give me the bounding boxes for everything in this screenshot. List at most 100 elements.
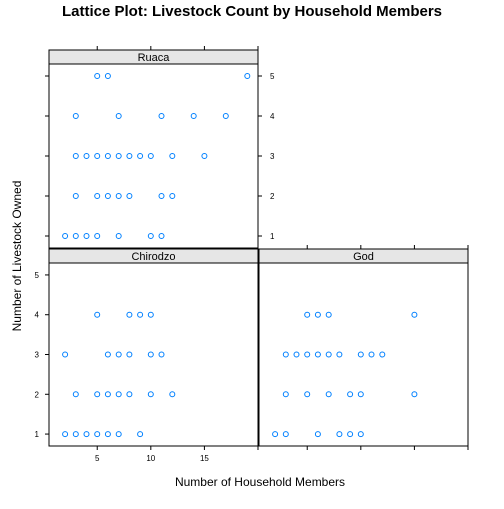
data-point <box>115 113 122 119</box>
data-point <box>336 351 343 358</box>
strip-label-ruaca: Ruaca <box>138 52 171 64</box>
data-point <box>62 351 69 358</box>
x-tick-label: 5 <box>95 454 100 463</box>
data-point <box>137 431 144 438</box>
data-point <box>147 351 154 358</box>
y-tick-label: 2 <box>270 192 275 201</box>
y-tick-label: 3 <box>35 351 40 360</box>
data-point <box>347 391 354 398</box>
data-point <box>147 391 154 398</box>
data-point <box>94 311 101 318</box>
data-point <box>158 233 165 239</box>
y-tick-label: 4 <box>270 112 275 121</box>
data-point <box>104 391 111 398</box>
data-point <box>158 113 165 119</box>
data-point <box>272 431 279 438</box>
data-point <box>282 431 289 438</box>
data-point <box>347 431 354 438</box>
data-point <box>83 431 90 438</box>
panel-group: Ruaca Chirodzo God 1 2 3 4 5 1 2 3 4 5 5 10 15 <box>35 46 469 463</box>
data-point <box>244 73 251 79</box>
data-point <box>94 153 101 159</box>
data-point <box>104 431 111 438</box>
data-point <box>169 153 176 159</box>
data-point <box>314 311 321 318</box>
data-point <box>94 73 101 79</box>
data-point <box>72 193 79 199</box>
data-point <box>126 351 133 358</box>
data-point <box>104 193 111 199</box>
data-point <box>72 153 79 159</box>
data-point <box>104 153 111 159</box>
data-point <box>126 153 133 159</box>
data-point <box>222 113 229 119</box>
data-point <box>147 233 154 239</box>
panel-frame-god <box>258 262 469 447</box>
data-point <box>147 311 154 318</box>
data-point <box>325 351 332 358</box>
data-point <box>282 391 289 398</box>
data-point <box>147 153 154 159</box>
strip-label-chirodzo: Chirodzo <box>131 251 175 263</box>
data-point <box>158 193 165 199</box>
data-point <box>126 311 133 318</box>
data-point <box>104 351 111 358</box>
data-point <box>94 193 101 199</box>
data-point <box>94 391 101 398</box>
data-point <box>304 311 311 318</box>
data-point <box>379 351 386 358</box>
data-point <box>115 233 122 239</box>
data-point <box>169 193 176 199</box>
y-tick-label: 4 <box>35 311 40 320</box>
data-point <box>357 351 364 358</box>
data-point <box>357 391 364 398</box>
data-point <box>83 233 90 239</box>
panel-ruaca: Ruaca <box>48 49 259 249</box>
data-point <box>115 193 122 199</box>
data-point <box>72 431 79 438</box>
data-point <box>190 113 197 119</box>
data-point <box>325 311 332 318</box>
data-point <box>201 153 208 159</box>
data-point <box>314 431 321 438</box>
y-tick-label: 1 <box>270 232 275 241</box>
data-point <box>368 351 375 358</box>
y-tick-label: 5 <box>270 72 275 81</box>
x-axis-label: Number of Household Members <box>175 475 345 489</box>
data-point <box>304 351 311 358</box>
panel-god: God <box>258 248 469 447</box>
data-point <box>158 351 165 358</box>
data-point <box>94 233 101 239</box>
data-point <box>94 431 101 438</box>
data-point <box>137 311 144 318</box>
data-point <box>72 233 79 239</box>
data-point <box>357 431 364 438</box>
data-point <box>115 351 122 358</box>
data-point <box>62 233 69 239</box>
y-tick-label: 3 <box>270 152 275 161</box>
data-point <box>137 153 144 159</box>
data-point <box>314 351 321 358</box>
data-point <box>72 113 79 119</box>
chart-title: Lattice Plot: Livestock Count by Househo… <box>62 3 442 20</box>
y-tick-label: 5 <box>35 271 40 280</box>
x-tick-label: 15 <box>200 454 209 463</box>
data-point <box>411 391 418 398</box>
data-point <box>115 391 122 398</box>
y-axis-label: Number of Livestock Owned <box>10 181 24 332</box>
data-point <box>169 391 176 398</box>
data-point <box>304 391 311 398</box>
data-point <box>293 351 300 358</box>
data-point <box>336 431 343 438</box>
x-tick-label: 10 <box>146 454 155 463</box>
strip-label-god: God <box>353 251 374 263</box>
panel-chirodzo: Chirodzo <box>48 248 259 447</box>
data-point <box>72 391 79 398</box>
y-tick-label: 1 <box>35 430 40 439</box>
axes: 1 2 3 4 5 1 2 3 4 5 5 10 15 <box>35 46 469 463</box>
data-point <box>411 311 418 318</box>
data-point <box>104 73 111 79</box>
data-point <box>126 193 133 199</box>
